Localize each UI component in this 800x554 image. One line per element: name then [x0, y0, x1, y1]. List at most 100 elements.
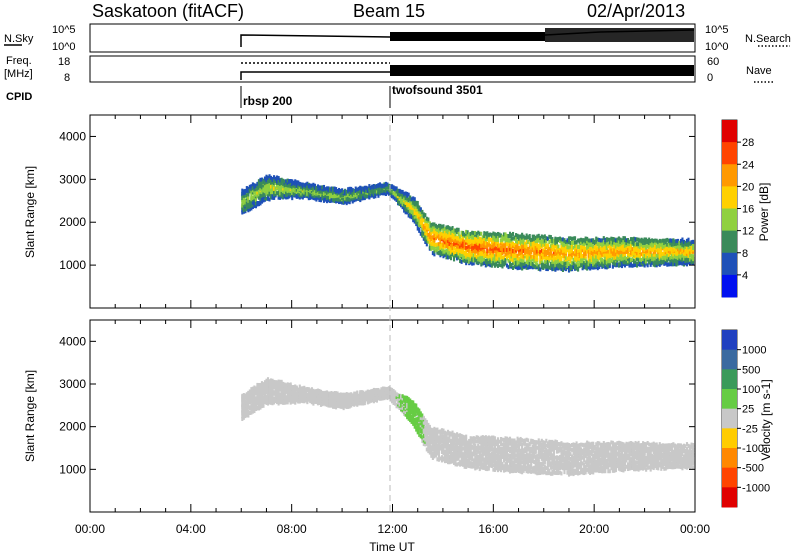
velocity-echo-cell-639 [318, 399, 321, 404]
power-echo-cell-303 [279, 188, 282, 193]
power-echo-cell-2062 [496, 259, 499, 264]
power-echo-cell-3085 [620, 241, 623, 246]
power-echo-cell-3604 [684, 249, 687, 254]
power-echo-cell-1003 [365, 194, 368, 199]
power-colorbar-tick-label-1: 24 [742, 159, 754, 171]
power-echo-cell-1238 [394, 190, 397, 195]
power-echo-cell-3323 [649, 239, 652, 244]
power-echo-cell-3145 [628, 253, 631, 258]
velocity-echo-cell-374 [285, 383, 288, 388]
power-echo-cell-2308 [527, 265, 530, 270]
power-echo-cell-2984 [608, 240, 611, 245]
power-echo-cell-2225 [516, 253, 519, 258]
power-echo-cell-2426 [540, 248, 543, 253]
power-echo-cell-2507 [551, 255, 554, 260]
power-colorbar-swatch-5 [722, 230, 737, 254]
power-echo-cell-1699 [451, 238, 454, 243]
power-echo-cell-1921 [478, 243, 481, 248]
power-echo-cell-1545 [433, 245, 436, 250]
velocity-echo-cell-414 [291, 399, 294, 404]
power-echo-cell-2098 [499, 233, 502, 238]
power-echo-cell-2310 [527, 260, 530, 265]
power-echo-cell-3155 [629, 258, 633, 263]
power-echo-cell-2840 [592, 257, 595, 262]
power-echo-cell-1477 [424, 236, 427, 241]
power-echo-cell-2598 [561, 240, 565, 245]
power-echo-cell-2135 [505, 263, 509, 268]
velocity-echo-cell-831 [341, 395, 344, 400]
power-echo-cell-25 [242, 189, 245, 194]
power-echo-cell-3298 [646, 238, 649, 243]
power-echo-cell-1596 [439, 230, 442, 235]
power-echo-cell-2414 [539, 245, 542, 250]
velocity-echo-cell-322 [279, 379, 282, 384]
velocity-echo-cell-523 [303, 385, 306, 390]
velocity-echo-cell-276 [274, 394, 277, 399]
power-echo-cell-3533 [675, 242, 678, 247]
velocity-echo-cell-716 [327, 395, 330, 400]
power-echo-cell-2032 [492, 239, 495, 244]
power-echo-cell-1598 [439, 226, 442, 231]
power-echo-cell-2191 [511, 244, 515, 249]
velocity-echo-cell-1165 [381, 389, 385, 394]
power-echo-cell-764 [335, 199, 338, 204]
power-echo-cell-2267 [521, 243, 524, 248]
velocity-echo-cell-285 [274, 380, 277, 385]
power-echo-cell-2371 [534, 264, 537, 269]
power-echo-cell-2516 [552, 262, 555, 267]
velocity-echo-cell-224 [268, 400, 271, 405]
power-echo-cell-1407 [415, 210, 418, 215]
power-echo-cell-1706 [453, 254, 456, 259]
power-echo-cell-1349 [407, 197, 410, 202]
power-echo-cell-3666 [691, 249, 695, 254]
power-echo-cell-1373 [410, 201, 413, 206]
velocity-echo-cell-591 [312, 397, 315, 402]
power-echo-cell-2296 [525, 263, 528, 268]
power-echo-cell-1513 [428, 239, 431, 244]
power-echo-cell-938 [356, 187, 359, 192]
power-echo-cell-3129 [626, 256, 630, 261]
power-echo-cell-2307 [525, 233, 528, 238]
power-echo-cell-522 [304, 183, 307, 188]
power-echo-cell-3300 [648, 259, 651, 264]
power-echo-cell-2937 [604, 260, 607, 265]
power-echo-cell-2947 [604, 240, 607, 245]
power-echo-cell-512 [304, 192, 307, 197]
power-echo-cell-3140 [628, 263, 631, 268]
power-echo-cell-2504 [551, 263, 554, 268]
power-echo-cell-1206 [389, 187, 392, 192]
power-echo-cell-1832 [468, 238, 471, 243]
power-echo-cell-3376 [657, 258, 660, 263]
power-echo-cell-1444 [419, 219, 422, 224]
power-echo-cell-1657 [446, 241, 450, 246]
power-echo-cell-2241 [518, 240, 521, 245]
power-echo-cell-3095 [622, 250, 625, 255]
power-echo-cell-39 [245, 204, 248, 209]
power-echo-cell-2988 [610, 254, 613, 259]
power-echo-cell-552 [309, 193, 312, 198]
power-echo-cell-3071 [619, 242, 622, 247]
velocity-echo-cell-202 [265, 395, 268, 400]
noise-panel-frame [89, 23, 696, 53]
power-echo-cell-1463 [421, 209, 424, 214]
power-echo-cell-656 [321, 192, 324, 197]
power-echo-cell-2672 [570, 246, 574, 251]
velocity-echo-cell-918 [351, 393, 354, 398]
velocity-echo-cell-956 [356, 393, 359, 398]
power-echo-cell-1553 [433, 228, 436, 233]
power-echo-cell-2732 [578, 244, 581, 249]
power-echo-cell-155 [259, 184, 262, 189]
power-echo-cell-2593 [561, 250, 565, 255]
power-echo-cell-3609 [685, 262, 689, 267]
velocity-echo-cell-299 [277, 401, 280, 406]
power-echo-cell-2921 [601, 238, 604, 243]
power-echo-cell-1376 [410, 197, 413, 202]
power-echo-cell-1642 [445, 244, 448, 249]
power-echo-cell-3411 [660, 241, 663, 246]
power-echo-cell-3188 [634, 262, 637, 267]
power-echo-cell-3308 [648, 239, 651, 244]
velocity-echo-cell-34 [244, 399, 247, 404]
power-echo-cell-2872 [595, 240, 598, 245]
noise-search-fill-1 [390, 32, 545, 41]
power-echo-cell-1731 [456, 248, 459, 253]
